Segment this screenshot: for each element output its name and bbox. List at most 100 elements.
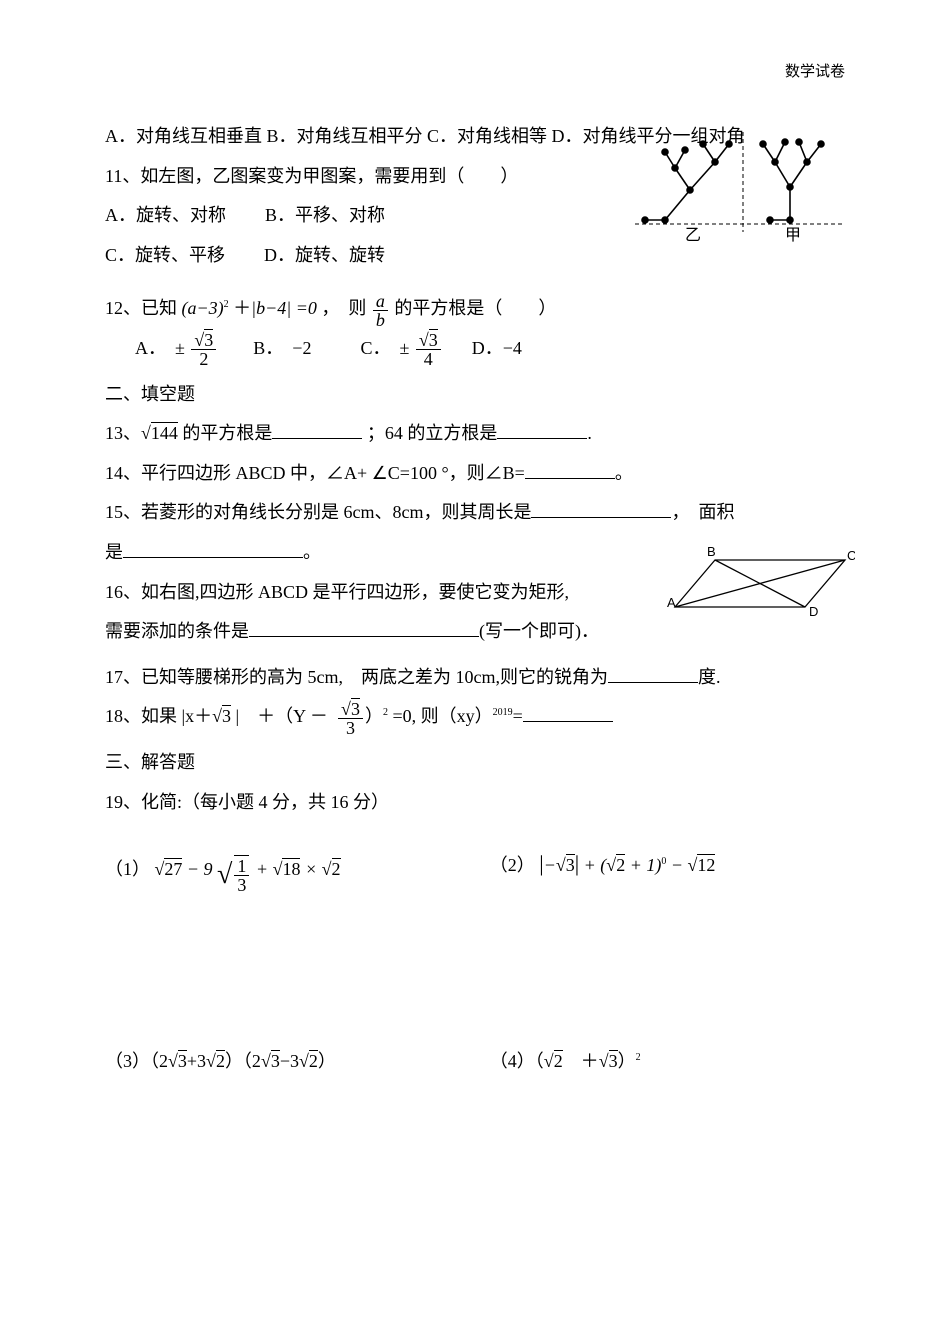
q16-suffix: (写一个即可)． bbox=[479, 621, 599, 641]
q19-3-minus: −3 bbox=[280, 1051, 299, 1071]
q12-sup2: 2 bbox=[224, 299, 229, 310]
q15-blank1 bbox=[531, 498, 671, 519]
q19-2-label: （2） bbox=[490, 855, 535, 875]
q12-optA-frac: √3 2 bbox=[191, 331, 216, 368]
q19-title: 19、化简:（每小题 4 分，共 16 分） bbox=[105, 783, 845, 823]
q17-a: 17、已知等腰梯形的高为 5cm, 两底之差为 10cm,则它的锐角为 bbox=[105, 667, 608, 687]
q18-sup2019: 2019 bbox=[493, 707, 513, 718]
q12-optC-frac: √3 4 bbox=[416, 331, 441, 368]
q16-figure: A B C D bbox=[645, 542, 855, 632]
q18-d: =0, 则（xy） bbox=[388, 706, 493, 726]
q19-3-end: ） bbox=[318, 1051, 336, 1071]
q12-optB: B． −2 bbox=[253, 338, 311, 358]
q16-prefix: 需要添加的条件是 bbox=[105, 621, 249, 641]
q19-3-label: （3）（2 bbox=[105, 1051, 168, 1071]
q17-b: 度. bbox=[698, 667, 721, 687]
q19-row2: （3）（2√3+3√2）（2√3−3√2） （4）（√2 ＋√3）2 bbox=[105, 1042, 845, 1082]
q19-4-end: ） bbox=[618, 1051, 636, 1071]
q19-3-plus: +3 bbox=[187, 1051, 206, 1071]
q13-blank2 bbox=[497, 418, 587, 439]
q19-4-label: （4）（ bbox=[490, 1051, 544, 1071]
q15-blank2 bbox=[123, 537, 303, 558]
q15-a: 15、若菱形的对角线长分别是 6cm、8cm，则其周长是 bbox=[105, 502, 531, 522]
q13-blank1 bbox=[272, 418, 362, 439]
q11-fig-label-left: 乙 bbox=[685, 227, 701, 244]
q19-1: （1） √27 − 9 √ 1 3 + √18 × √2 bbox=[105, 840, 490, 902]
svg-text:D: D bbox=[809, 604, 818, 619]
q12-tail: 的平方根是（ ） bbox=[394, 298, 556, 318]
svg-text:A: A bbox=[667, 595, 676, 610]
q12-optC-den: 4 bbox=[416, 350, 441, 368]
section3-title: 三、解答题 bbox=[105, 743, 845, 783]
q19-1-r2: 2 bbox=[332, 858, 341, 879]
q12-minus4: −4 bbox=[265, 298, 286, 318]
q17-blank bbox=[608, 662, 698, 683]
q13-rad: 144 bbox=[151, 422, 178, 443]
q11-figure: 乙 甲 bbox=[635, 132, 855, 252]
q18-c: ） bbox=[365, 706, 383, 726]
q12-comma: ， 则 bbox=[321, 298, 366, 318]
q19-3-r3a: 3 bbox=[178, 1050, 187, 1071]
q19-1-fnum: 1 bbox=[234, 857, 249, 876]
q19-3-r3b: 3 bbox=[271, 1050, 280, 1071]
q19-3-mid: ）（2 bbox=[225, 1051, 261, 1071]
q15-c: 是 bbox=[105, 542, 123, 562]
q12-var-b: b bbox=[256, 298, 265, 318]
q19-3: （3）（2√3+3√2）（2√3−3√2） bbox=[105, 1042, 490, 1082]
q12-minus3: −3) bbox=[197, 298, 224, 318]
q19-4-r2: 2 bbox=[554, 1050, 563, 1071]
q12-optC-pre: C． ± bbox=[360, 338, 409, 358]
q19-2-r2: 2 bbox=[616, 854, 625, 875]
q19-2: （2） |−√3| + (√2 + 1)0 − √12 bbox=[490, 840, 845, 902]
q19-row1: （1） √27 − 9 √ 1 3 + √18 × √2 （2） |−√3| +… bbox=[105, 840, 845, 902]
q19-4-plus: ＋ bbox=[563, 1051, 599, 1071]
q18: 18、如果 |x＋√3 | ＋（Y － √3 3 ）2 =0, 则（xy）201… bbox=[105, 697, 845, 737]
q19-2-r3: 3 bbox=[566, 854, 575, 875]
page-header: 数学试卷 bbox=[105, 60, 845, 81]
q14-end: 。 bbox=[615, 463, 633, 483]
q19-4: （4）（√2 ＋√3）2 bbox=[490, 1042, 845, 1082]
q16-blank bbox=[249, 616, 479, 637]
q18-e: = bbox=[513, 706, 523, 726]
q13: 13、√144 的平方根是 ；64 的立方根是. bbox=[105, 414, 845, 454]
q18-b: | ＋（Y － bbox=[231, 706, 332, 726]
q13-mid: 的平方根是 bbox=[182, 423, 272, 443]
q18-frac: √3 3 bbox=[338, 700, 363, 737]
q15-row1: 15、若菱形的对角线长分别是 6cm、8cm，则其周长是 ， 面积 bbox=[105, 493, 845, 533]
q12-frac-b: b bbox=[373, 311, 388, 329]
q12-prefix: 12、已知 bbox=[105, 298, 177, 318]
q11-optA: A．旋转、对称 bbox=[105, 205, 226, 225]
q12-options: A． ± √3 2 B． −2 C． ± √3 4 D．−4 bbox=[105, 329, 845, 369]
section2-title: 二、填空题 bbox=[105, 375, 845, 415]
q18-blank bbox=[523, 702, 613, 723]
svg-text:B: B bbox=[707, 544, 716, 559]
q13-pre: 13、 bbox=[105, 423, 141, 443]
q15-b: ， 面积 bbox=[671, 502, 734, 522]
q15-d: 。 bbox=[303, 542, 321, 562]
q11-optC: C．旋转、平移 bbox=[105, 245, 225, 265]
q12-frac: a b bbox=[373, 292, 388, 329]
q18-fden: 3 bbox=[338, 719, 363, 737]
q18-sqrt3: 3 bbox=[222, 705, 231, 726]
q19-1-r18: 18 bbox=[282, 858, 300, 879]
q19-1-r27: 27 bbox=[164, 858, 182, 879]
q19-3-r2a: 2 bbox=[216, 1050, 225, 1071]
q12-optD: D．−4 bbox=[472, 338, 522, 358]
q19-1-fden: 3 bbox=[234, 876, 249, 894]
q18-a: 18、如果 |x＋ bbox=[105, 706, 212, 726]
q13-mid2: ；64 的立方根是 bbox=[367, 423, 498, 443]
q14-blank bbox=[525, 458, 615, 479]
q12-eq0: =0 bbox=[296, 298, 317, 318]
q13-end: . bbox=[587, 423, 592, 443]
q11-fig-label-right: 甲 bbox=[785, 227, 801, 244]
q11-optD: D．旋转、旋转 bbox=[264, 245, 385, 265]
q12-stem: 12、已知 (a−3)2 ＋|b−4| =0 ， 则 a b 的平方根是（ ） bbox=[105, 289, 845, 329]
q12-optA-den: 2 bbox=[191, 350, 216, 368]
q12-plus: ＋ bbox=[233, 298, 251, 318]
q14: 14、平行四边形 ABCD 中，∠A+ ∠C=100 °，则∠B= 。 bbox=[105, 454, 845, 494]
q19-2-r12: 12 bbox=[697, 854, 715, 875]
q11-optB: B．平移、对称 bbox=[265, 205, 385, 225]
svg-text:C: C bbox=[847, 548, 855, 563]
q14-stem: 14、平行四边形 ABCD 中，∠A+ ∠C=100 °，则∠B= bbox=[105, 463, 525, 483]
q12-abs-r: | bbox=[286, 298, 291, 318]
